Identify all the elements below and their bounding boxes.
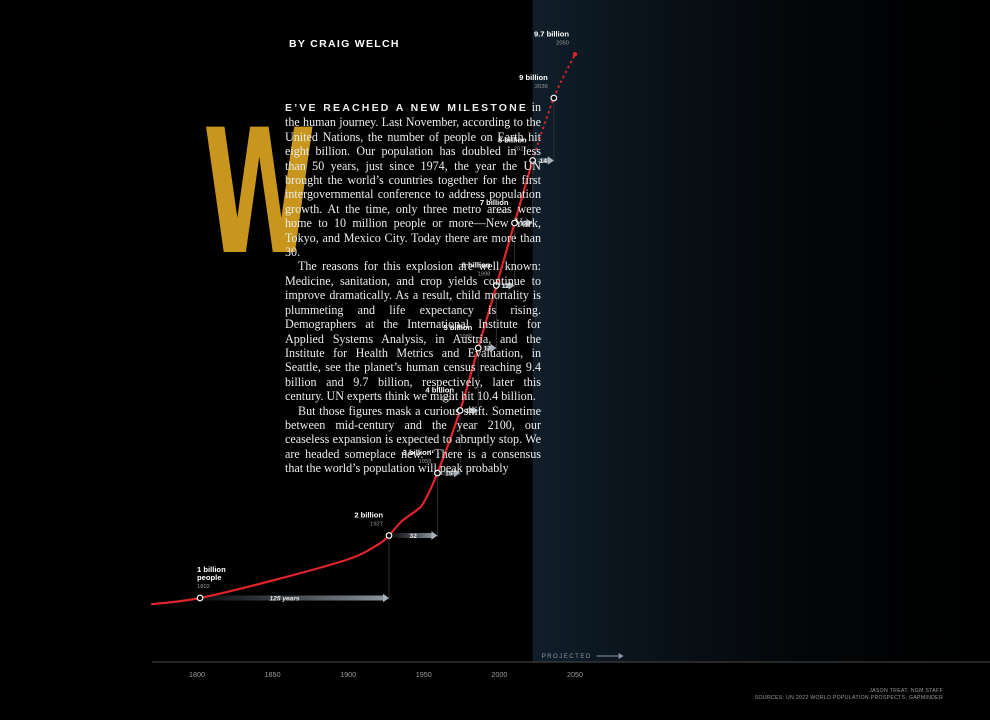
interval-arrow (393, 533, 433, 538)
milestone-point (474, 344, 482, 352)
chart-credit: JASON TREAT, NGM STAFF SOURCES: UN 2022 … (755, 688, 943, 702)
interval-arrow (482, 345, 492, 351)
milestone-label: 9 billion (519, 73, 548, 82)
milestone-year: 1974 (441, 397, 455, 403)
interval-arrow-head (547, 156, 554, 165)
milestone-label: 2 billion (354, 511, 383, 520)
article-text: E’VE REACHED A NEW MILESTONE in the huma… (285, 100, 541, 476)
interval-label: 12 (465, 408, 473, 415)
milestone-point (550, 94, 558, 102)
x-tick-label: 1800 (189, 670, 205, 679)
milestone-year: 1927 (370, 522, 383, 528)
interval-label: 12 (484, 346, 492, 353)
credit-author: JASON TREAT, NGM STAFF (869, 688, 943, 694)
milestone-year: 1959 (419, 459, 432, 465)
paragraph-1: in the human journey. Last November, acc… (285, 100, 541, 260)
drop-cap: W (203, 92, 316, 293)
interval-arrow-head (472, 406, 479, 415)
milestone-label-line2: people (197, 573, 221, 582)
interval-arrow (518, 220, 528, 226)
interval-arrow (441, 470, 456, 476)
interval-arrow (500, 283, 510, 288)
paragraph-3: But those figures mask a curious shift. … (285, 403, 541, 476)
milestone-point (456, 407, 464, 414)
interval-arrow-head (454, 468, 461, 478)
projected-band (532, 0, 990, 662)
interval-arrow-head (383, 593, 390, 603)
projected-arrow-head (618, 653, 624, 659)
milestone-point (492, 282, 500, 289)
interval-label: 12 (502, 283, 510, 290)
milestone-year: 2050 (556, 40, 569, 46)
milestone-point (511, 219, 518, 227)
x-tick-label: 1950 (416, 670, 432, 679)
milestone-year: 1998 (477, 272, 490, 278)
projected-label: PROJECTED (542, 653, 592, 660)
x-tick-label: 2050 (567, 670, 583, 679)
interval-arrow (464, 408, 474, 413)
milestone-point (434, 469, 441, 477)
population-line (150, 159, 534, 606)
interval-label: 14 (540, 158, 548, 165)
milestone-label: 1 billion (197, 565, 226, 574)
interval-arrow (536, 158, 549, 163)
milestone-point (529, 157, 537, 164)
milestone-label: 3 billion (403, 448, 432, 457)
milestone-label: 4 billion (425, 386, 454, 395)
milestone-end-dot (572, 52, 578, 57)
interval-arrow-head (508, 281, 515, 290)
interval-label: 15 (445, 471, 453, 478)
milestone-point (196, 594, 204, 602)
interval-arrow-head (526, 218, 533, 228)
interval-label: 32 (410, 533, 418, 540)
interval-arrow-head (431, 531, 438, 540)
x-tick-label: 1850 (265, 670, 281, 679)
interval-arrow-head (490, 343, 497, 353)
milestone-label: 9.7 billion (534, 29, 569, 38)
milestone-label: 8 billion (498, 136, 527, 145)
interval-arrow (204, 595, 385, 601)
milestone-year: 2010 (496, 209, 509, 215)
milestone-label: 5 billion (444, 323, 473, 332)
paragraph-2: The reasons for this explosion are well … (285, 259, 541, 404)
milestone-point (385, 532, 393, 539)
lead-in: E’VE REACHED A NEW MILESTONE (285, 102, 529, 114)
milestone-year: 2022 (514, 147, 527, 153)
x-tick-label: 1900 (340, 670, 356, 679)
interval-label: 12 (520, 221, 528, 228)
credit-sources: SOURCES: UN 2022 WORLD POPULATION PROSPE… (754, 695, 943, 701)
x-tick-label: 2000 (491, 670, 507, 679)
milestone-label: 6 billion (462, 261, 491, 270)
milestone-year: 1986 (459, 334, 472, 340)
milestone-year: 2036 (535, 84, 548, 90)
milestone-year: 1802 (197, 584, 210, 590)
interval-label: 125 years (269, 596, 299, 603)
byline: BY CRAIG WELCH (289, 38, 400, 50)
milestone-label: 7 billion (480, 198, 509, 207)
